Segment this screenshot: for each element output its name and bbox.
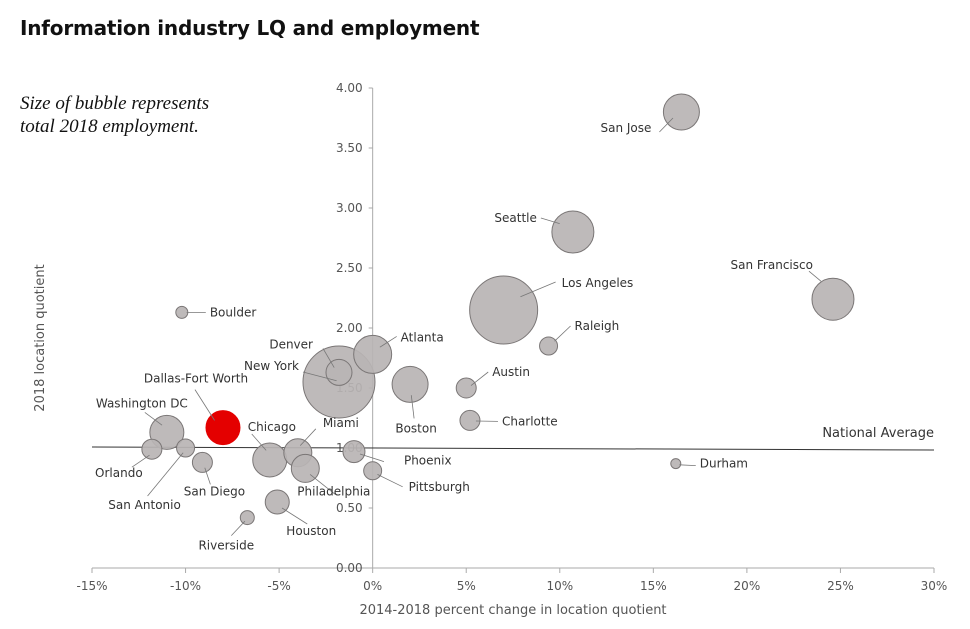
leader-line-orlando [131,454,150,468]
bubble-san-francisco [811,277,855,321]
leader-line-denver [322,348,335,368]
leader-line-atlanta [379,336,397,348]
leader-line-miami [299,428,317,446]
city-label-phoenix: Phoenix [404,454,452,468]
city-label-new-york: New York [244,359,299,373]
bubble-boulder [175,305,189,319]
bubble-pittsburgh [363,461,383,481]
city-label-san-jose: San Jose [600,121,651,135]
leader-line-austin [470,371,489,386]
bubble-san-antonio [176,438,196,458]
bubble-washington-dc [149,414,185,450]
bubble-size-note: Size of bubble represents total 2018 emp… [20,93,210,137]
leader-line-seattle [540,217,560,224]
leader-line-new-york [302,371,337,382]
x-axis-label: 2014-2018 percent change in location quo… [359,603,666,618]
x-tick-label: 30% [921,579,948,593]
bubble-durham [670,458,682,470]
city-label-durham: Durham [700,457,748,471]
city-label-boston: Boston [395,421,436,435]
bubble-san-jose [662,93,700,131]
x-tick-label: -10% [170,579,201,593]
bubble-raleigh [539,336,559,356]
city-label-san-francisco: San Francisco [731,258,813,272]
bubble-orlando [141,438,163,460]
chart-title: Information industry LQ and employment [20,16,480,40]
x-tick-label: 10% [546,579,573,593]
x-tick-label: 15% [640,579,667,593]
city-label-riverside: Riverside [198,539,254,553]
bubbles-layer [141,93,855,526]
x-tick-label: 25% [827,579,854,593]
city-label-pittsburgh: Pittsburgh [409,480,470,494]
city-label-austin: Austin [492,365,530,379]
national-average-label: National Average [822,426,934,441]
leader-lines-layer [131,117,822,536]
leader-line-los-angeles [520,281,556,298]
city-label-orlando: Orlando [95,466,143,480]
leader-line-riverside [231,520,246,536]
leader-line-pittsburgh [377,474,403,488]
x-tick-label: -5% [267,579,290,593]
leader-line-durham [679,464,696,466]
city-label-charlotte: Charlotte [502,414,558,428]
bubble-dallas-fort-worth [205,410,241,446]
leader-line-phoenix [359,453,385,462]
y-tick-label: 2.00 [336,321,363,335]
city-label-chicago: Chicago [248,420,296,434]
leader-line-dallas-fort-worth [194,389,215,421]
bubble-riverside [239,510,255,526]
x-tick-label: -15% [76,579,107,593]
city-label-seattle: Seattle [494,211,536,225]
leader-line-washington-dc [144,412,163,426]
leader-line-san-francisco [808,270,822,282]
bubble-houston [264,489,290,515]
x-tick-label: 0% [363,579,382,593]
x-tick-label: 20% [734,579,761,593]
bubble-denver [325,358,353,386]
leader-line-raleigh [554,325,571,342]
bubble-phoenix [342,440,366,464]
city-label-philadelphia: Philadelphia [297,484,370,498]
y-tick-label: 3.50 [336,141,363,155]
bubble-chicago [252,442,288,478]
bubble-boston [391,365,429,403]
bubble-austin [455,377,477,399]
city-label-san-antonio: San Antonio [108,498,181,512]
national-average-line [91,446,935,451]
bubble-los-angeles [469,275,539,345]
city-label-atlanta: Atlanta [401,330,444,344]
city-label-boulder: Boulder [210,305,257,319]
leader-line-san-antonio [147,452,184,497]
city-label-san-diego: San Diego [184,484,245,498]
leader-line-chicago [251,433,267,451]
city-label-miami: Miami [323,416,359,430]
leader-line-philadelphia [309,474,336,495]
y-tick-label: 0.00 [336,561,363,575]
bubble-san-diego [191,451,213,473]
bubble-atlanta [353,334,393,374]
city-label-dallas-fort-worth: Dallas-Fort Worth [144,372,248,386]
y-tick-label: 0.50 [336,501,363,515]
y-tick-label: 4.00 [336,81,363,95]
x-tick-label: 5% [457,579,476,593]
y-tick-label: 2.50 [336,261,363,275]
city-label-washington-dc: Washington DC [96,396,188,410]
city-label-raleigh: Raleigh [575,319,620,333]
city-label-los-angeles: Los Angeles [562,276,634,290]
bubble-charlotte [459,409,481,431]
bubble-philadelphia [290,453,320,483]
city-labels-layer: San Jose Seattle San Francisco Los Angeles R… [95,121,813,553]
leader-line-houston [281,507,308,525]
leader-line-san-jose [659,117,674,133]
city-label-denver: Denver [269,337,313,351]
y-axis-label: 2018 location quotient [33,264,48,411]
bubble-seattle [551,210,595,254]
leader-line-san-diego [204,467,211,485]
y-tick-label: 3.00 [336,201,363,215]
city-label-houston: Houston [286,524,336,538]
leader-line-boston [410,395,415,419]
